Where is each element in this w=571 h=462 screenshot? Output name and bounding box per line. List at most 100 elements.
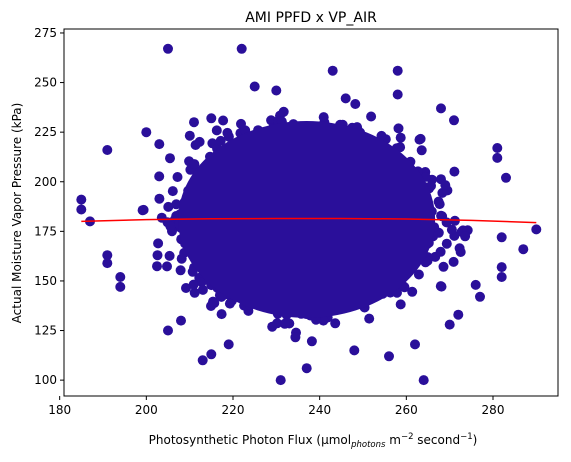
scatter-point bbox=[236, 43, 247, 54]
x-axis-label-main: Photosynthetic Photon Flux (μmol bbox=[149, 433, 351, 447]
scatter-point bbox=[172, 172, 183, 182]
scatter-point bbox=[393, 123, 404, 134]
scatter-point bbox=[167, 186, 178, 197]
scatter-point bbox=[350, 99, 361, 109]
scatter-point bbox=[162, 261, 172, 272]
scatter-point bbox=[171, 199, 182, 210]
scatter-point bbox=[164, 250, 175, 261]
scatter-point bbox=[449, 115, 459, 126]
scatter-point bbox=[141, 127, 152, 138]
scatter-point bbox=[181, 283, 191, 293]
scatter-point bbox=[444, 319, 455, 330]
scatter-point bbox=[224, 298, 235, 309]
scatter-point bbox=[453, 309, 464, 320]
scatter-point bbox=[76, 204, 87, 215]
scatter-point bbox=[197, 355, 208, 366]
scatter-point bbox=[327, 65, 338, 76]
y-axis-label: Actual Moisture Vapor Pressure (kPa) bbox=[10, 103, 24, 324]
scatter-point bbox=[115, 281, 126, 292]
x-axis: 180 200 220 240 260 280 bbox=[48, 396, 504, 417]
scatter-point bbox=[279, 318, 290, 329]
scatter-point bbox=[418, 375, 429, 386]
scatter-point bbox=[163, 43, 173, 54]
scatter-point bbox=[290, 332, 301, 343]
y-tick-label: 275 bbox=[34, 26, 57, 40]
scatter-point bbox=[209, 298, 220, 308]
scatter-point bbox=[76, 194, 87, 205]
x-tick-label: 280 bbox=[482, 403, 505, 417]
scatter-point bbox=[395, 142, 406, 153]
scatter-point bbox=[395, 299, 406, 310]
y-axis: 100 125 150 175 200 225 250 275 bbox=[34, 26, 64, 387]
scatter-point bbox=[496, 262, 507, 273]
scatter-point bbox=[156, 212, 167, 223]
scatter-point bbox=[340, 93, 351, 104]
scatter-point bbox=[413, 269, 424, 280]
scatter-point bbox=[435, 246, 446, 257]
scatter-point bbox=[102, 258, 113, 269]
scatter-point bbox=[206, 113, 217, 124]
scatter-point bbox=[187, 266, 198, 277]
scatter-point bbox=[416, 145, 427, 156]
scatter-point bbox=[188, 279, 199, 290]
scatter-point bbox=[407, 286, 418, 297]
scatter-point bbox=[330, 318, 341, 329]
y-tick-label: 100 bbox=[34, 373, 57, 387]
scatter-point bbox=[176, 315, 186, 326]
plot-frame bbox=[63, 28, 559, 397]
y-tick-label: 225 bbox=[34, 125, 57, 139]
scatter-point bbox=[475, 291, 485, 302]
scatter-point bbox=[460, 231, 471, 242]
scatter-point bbox=[410, 339, 420, 350]
scatter-point bbox=[449, 215, 460, 226]
scatter-point bbox=[395, 132, 406, 143]
scatter-point bbox=[152, 261, 162, 272]
scatter-point bbox=[223, 339, 234, 350]
scatter-point bbox=[249, 81, 260, 92]
scatter-point bbox=[364, 313, 375, 324]
x-tick-label: 240 bbox=[308, 403, 331, 417]
scatter-point bbox=[211, 125, 222, 136]
scatter-point bbox=[218, 115, 229, 126]
scatter-point bbox=[434, 199, 445, 210]
y-tick-label: 175 bbox=[34, 224, 57, 238]
y-tick-label: 250 bbox=[34, 76, 57, 90]
scatter-point bbox=[215, 135, 226, 146]
scatter-point bbox=[492, 152, 503, 163]
y-tick-label: 200 bbox=[34, 175, 57, 189]
scatter-point bbox=[306, 336, 317, 347]
scatter-point bbox=[455, 247, 466, 257]
trend-line bbox=[81, 217, 537, 224]
scatter-point bbox=[349, 345, 360, 356]
scatter-point bbox=[153, 238, 164, 249]
scatter-point bbox=[152, 250, 163, 261]
scatter-point bbox=[154, 193, 165, 204]
scatter-point bbox=[496, 272, 507, 282]
scatter-point bbox=[492, 143, 503, 153]
scatter-point bbox=[392, 65, 403, 76]
scatter-point bbox=[236, 118, 246, 129]
scatter-point bbox=[176, 253, 187, 264]
x-axis-label-superscript-2: −1 bbox=[460, 432, 473, 442]
x-axis-label-superscript-1: −2 bbox=[401, 432, 414, 442]
scatter-point-core bbox=[178, 121, 436, 318]
x-tick-label: 180 bbox=[48, 403, 71, 417]
scatter-point bbox=[318, 315, 329, 326]
scatter-point bbox=[518, 244, 529, 255]
y-tick-label: 150 bbox=[34, 274, 57, 288]
scatter-point bbox=[470, 279, 481, 290]
scatter-point bbox=[318, 112, 329, 123]
scatter-point bbox=[438, 261, 449, 272]
x-tick-label: 200 bbox=[135, 403, 158, 417]
scatter-point bbox=[222, 127, 233, 138]
y-tick-label: 125 bbox=[34, 324, 57, 338]
scatter-point bbox=[184, 130, 195, 141]
scatter-point bbox=[165, 221, 176, 232]
trend-layer bbox=[81, 217, 537, 224]
scatter-point bbox=[197, 284, 208, 295]
scatter-point bbox=[154, 139, 165, 150]
scatter-point bbox=[448, 256, 459, 267]
scatter-point bbox=[440, 180, 451, 191]
x-axis-label-mid: m bbox=[385, 433, 401, 447]
